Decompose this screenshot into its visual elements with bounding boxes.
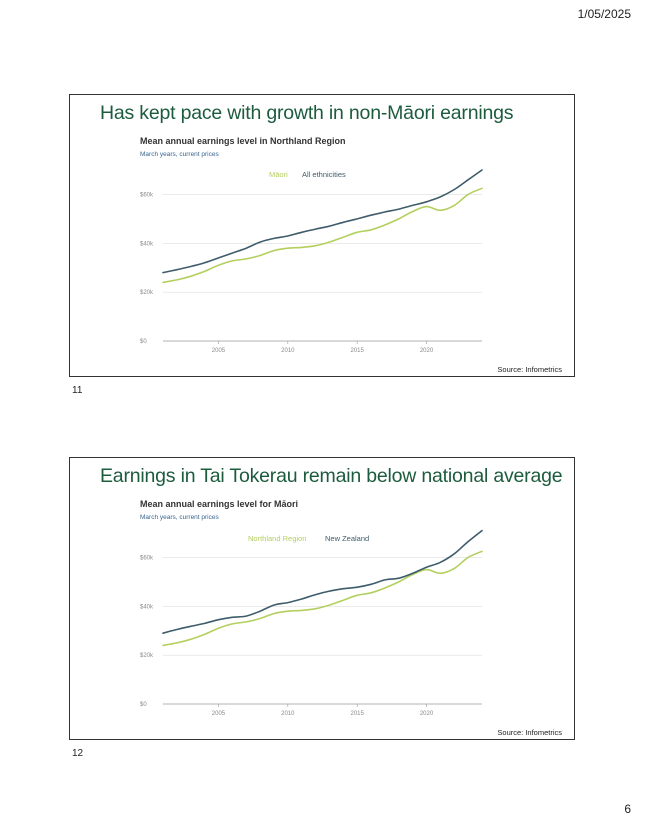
legend-item-all-ethnicities: All ethnicities <box>302 170 346 179</box>
y-tick-label: $60k <box>140 192 154 198</box>
slide-2: Earnings in Tai Tokerau remain below nat… <box>69 457 575 740</box>
x-tick-label: 2005 <box>212 348 226 354</box>
y-tick-label: $20k <box>140 290 154 296</box>
x-tick-label: 2010 <box>281 711 295 717</box>
chart-northland-earnings: Mean annual earnings level in Northland … <box>140 136 483 354</box>
source-note: Source: Infometrics <box>497 728 562 737</box>
y-tick-label: $60k <box>140 555 154 561</box>
chart-subtitle: March years, current prices <box>140 151 219 158</box>
chart-subtitle: March years, current prices <box>140 514 219 521</box>
legend-item-maori: Māori <box>269 170 288 179</box>
x-tick-label: 2015 <box>350 348 364 354</box>
chart-title: Mean annual earnings level for Māori <box>140 499 298 509</box>
y-tick-label: $0 <box>140 702 147 708</box>
series-line-new-zealand <box>162 529 483 634</box>
series-line-northland-region <box>162 550 483 647</box>
slide-title: Earnings in Tai Tokerau remain below nat… <box>100 465 563 487</box>
y-tick-label: $40k <box>140 241 154 247</box>
x-tick-label: 2015 <box>350 711 364 717</box>
y-tick-label: $40k <box>140 604 154 610</box>
x-tick-label: 2010 <box>281 348 295 354</box>
y-tick-label: $0 <box>140 339 147 345</box>
slide-title: Has kept pace with growth in non-Māori e… <box>100 102 514 124</box>
slide-1: Has kept pace with growth in non-Māori e… <box>69 94 575 377</box>
page-date: 1/05/2025 <box>577 7 631 21</box>
x-tick-label: 2005 <box>212 711 226 717</box>
slide-number: 11 <box>72 385 83 396</box>
legend-item-northland-region: Northland Region <box>248 534 306 543</box>
series-line-all-ethnicities <box>162 169 483 274</box>
y-tick-label: $20k <box>140 653 154 659</box>
series-line-m-ori <box>162 187 483 284</box>
source-note: Source: Infometrics <box>497 365 562 374</box>
legend-item-new-zealand: New Zealand <box>325 534 369 543</box>
page-number: 6 <box>624 802 631 816</box>
x-tick-label: 2020 <box>420 348 434 354</box>
chart-title: Mean annual earnings level in Northland … <box>140 136 346 146</box>
chart-maori-earnings: Mean annual earnings level for Māori Mar… <box>140 499 483 717</box>
slide-number: 12 <box>72 748 84 759</box>
x-tick-label: 2020 <box>420 711 434 717</box>
